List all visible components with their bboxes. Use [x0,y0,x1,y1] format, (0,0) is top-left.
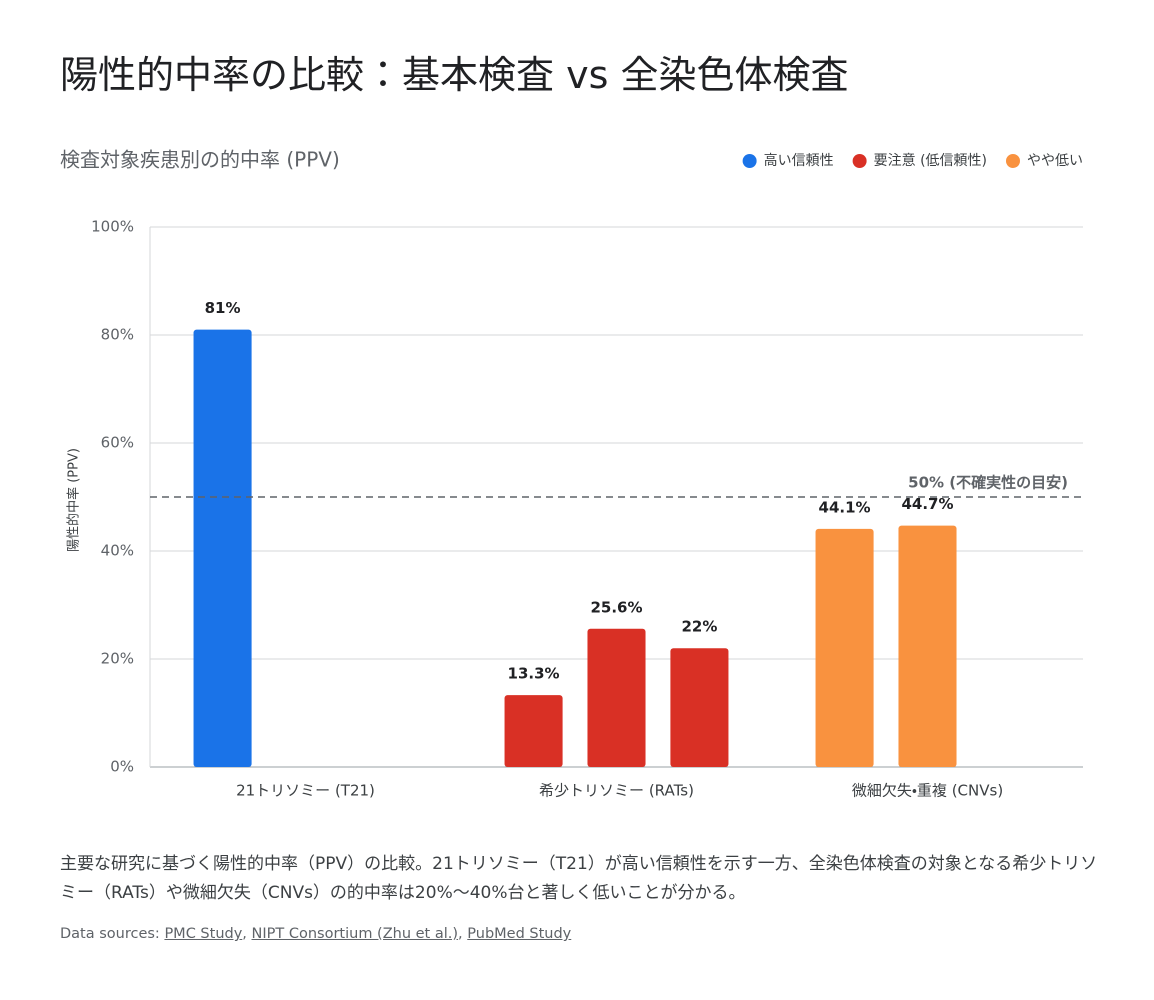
y-tick-label: 100% [91,218,134,236]
source-link[interactable]: PubMed Study [467,926,572,942]
legend-label: 要注意 (低信頼性) [874,153,987,169]
y-tick-label: 0% [110,758,134,776]
bar [587,628,646,767]
caption: 主要な研究に基づく陽性的中率（PPV）の比較。21トリソミー（T21）が高い信頼… [60,854,1098,903]
bar [815,528,874,767]
x-tick-label: 21トリソミー (T21) [236,782,375,800]
legend-swatch [852,154,867,168]
page-title: 陽性的中率の比較：基本検査 vs 全染色体検査 [60,53,849,97]
reference-label: 50% (不確実性の目安) [908,474,1068,492]
legend-label: やや低い [1027,153,1083,169]
source-link[interactable]: NIPT Consortium (Zhu et al.) [251,926,459,942]
source-separator: , [458,926,463,942]
bar [670,648,729,767]
source-separator: , [242,926,247,942]
chart-subtitle: 検査対象疾患別の的中率 (PPV) [60,148,340,172]
data-label: 13.3% [508,665,560,683]
data-label: 25.6% [590,598,642,616]
legend-label: 高い信頼性 [764,152,834,169]
y-tick-label: 40% [101,542,134,560]
legend-swatch [1006,154,1020,168]
bar [504,695,563,767]
bar [193,329,252,767]
data-label: 81% [205,299,241,317]
data-label: 22% [681,618,717,636]
bar [898,525,957,767]
y-tick-label: 80% [101,326,134,344]
legend-swatch [742,154,757,168]
x-tick-label: 希少トリソミー (RATs) [539,782,694,800]
data-label: 44.1% [819,498,871,516]
y-tick-label: 20% [101,650,134,668]
y-axis-title: 陽性的中率 (PPV) [66,448,82,552]
x-tick-label: 微細欠失・重複 (CNVs) [852,782,1003,800]
y-tick-label: 60% [101,434,134,452]
source-link[interactable]: PMC Study [164,926,243,942]
sources-label: Data sources: [60,926,160,942]
sources: Data sources: PMC Study, NIPT Consortium… [60,926,571,942]
data-label: 44.7% [901,495,953,513]
